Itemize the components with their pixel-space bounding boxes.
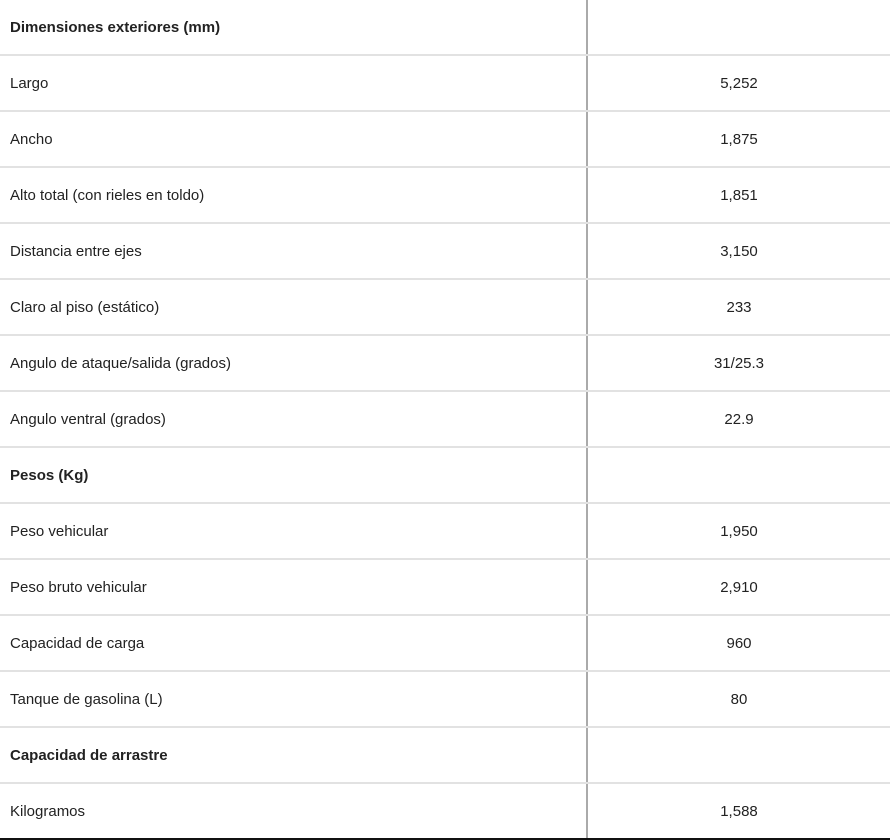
spec-value [587, 0, 890, 56]
spec-value: 22.9 [587, 391, 890, 448]
section-title: Capacidad de arrastre [0, 727, 588, 784]
spec-value: 1,588 [587, 783, 890, 840]
spec-value: 31/25.3 [587, 335, 890, 392]
spec-label: Tanque de gasolina (L) [0, 671, 588, 728]
table-row: Peso bruto vehicular 2,910 [0, 559, 890, 616]
section-header-row: Dimensiones exteriores (mm) [0, 0, 890, 56]
section-header-row: Pesos (Kg) [0, 447, 890, 504]
spec-value: 1,851 [587, 167, 890, 224]
spec-label: Alto total (con rieles en toldo) [0, 167, 588, 224]
spec-value: 2,910 [587, 559, 890, 616]
spec-value: 960 [587, 615, 890, 672]
spec-value: 1,950 [587, 503, 890, 560]
section-title: Dimensiones exteriores (mm) [0, 0, 588, 56]
table-row: Kilogramos 1,588 [0, 783, 890, 840]
spec-label: Capacidad de carga [0, 615, 588, 672]
table-row: Claro al piso (estático) 233 [0, 279, 890, 336]
section-title: Pesos (Kg) [0, 447, 588, 504]
table-row: Tanque de gasolina (L) 80 [0, 671, 890, 728]
spec-label: Peso bruto vehicular [0, 559, 588, 616]
spec-label: Kilogramos [0, 783, 588, 840]
spec-label: Ancho [0, 111, 588, 168]
table-row: Alto total (con rieles en toldo) 1,851 [0, 167, 890, 224]
table-row: Capacidad de carga 960 [0, 615, 890, 672]
spec-label: Peso vehicular [0, 503, 588, 560]
spec-value: 1,875 [587, 111, 890, 168]
spec-label: Angulo ventral (grados) [0, 391, 588, 448]
section-header-row: Capacidad de arrastre [0, 727, 890, 784]
table-row: Peso vehicular 1,950 [0, 503, 890, 560]
table-row: Largo 5,252 [0, 55, 890, 112]
table-row: Distancia entre ejes 3,150 [0, 223, 890, 280]
spec-value: 3,150 [587, 223, 890, 280]
spec-label: Distancia entre ejes [0, 223, 588, 280]
spec-value: 80 [587, 671, 890, 728]
table-row: Angulo de ataque/salida (grados) 31/25.3 [0, 335, 890, 392]
spec-value [587, 727, 890, 784]
spec-value: 233 [587, 279, 890, 336]
spec-value [587, 447, 890, 504]
spec-label: Claro al piso (estático) [0, 279, 588, 336]
spec-label: Angulo de ataque/salida (grados) [0, 335, 588, 392]
table-row: Ancho 1,875 [0, 111, 890, 168]
spec-value: 5,252 [587, 55, 890, 112]
spec-label: Largo [0, 55, 588, 112]
table-row: Angulo ventral (grados) 22.9 [0, 391, 890, 448]
